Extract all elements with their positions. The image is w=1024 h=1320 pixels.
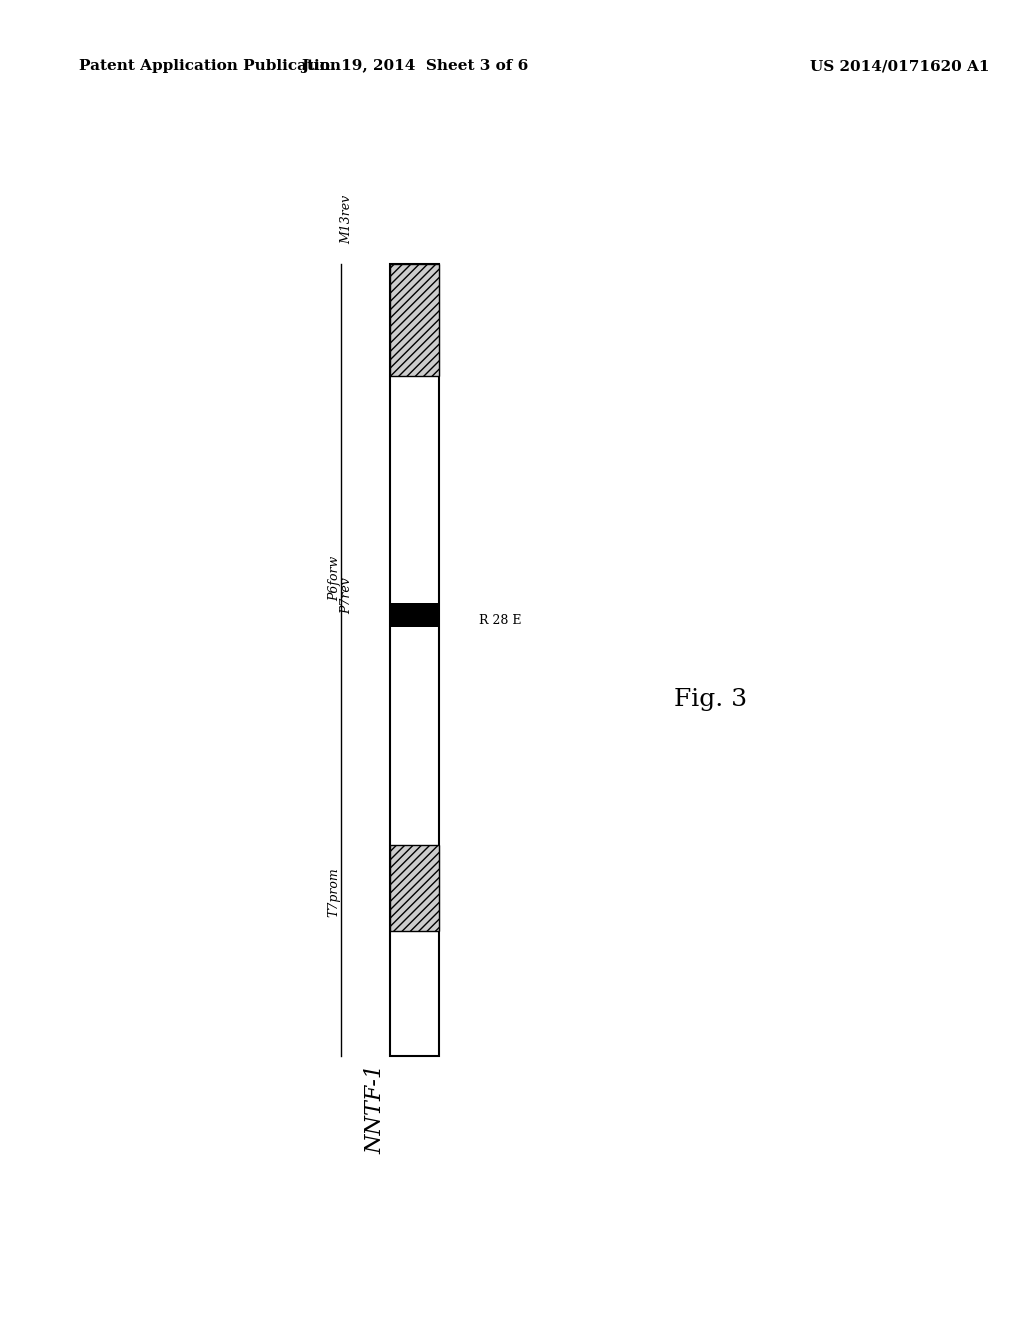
Text: Fig. 3: Fig. 3 <box>675 688 748 711</box>
Text: US 2014/0171620 A1: US 2014/0171620 A1 <box>810 59 989 74</box>
Text: Patent Application Publication: Patent Application Publication <box>79 59 341 74</box>
Bar <box>390 603 439 627</box>
Text: NNTF-1: NNTF-1 <box>365 1064 386 1154</box>
FancyBboxPatch shape <box>390 264 439 1056</box>
Bar <box>390 845 439 931</box>
Text: P7rev: P7rev <box>341 577 353 614</box>
Bar <box>390 264 439 376</box>
Text: P6forw: P6forw <box>328 556 341 601</box>
Text: T7prom: T7prom <box>328 867 341 917</box>
Text: M13rev: M13rev <box>341 195 353 244</box>
Text: R 28 E: R 28 E <box>479 614 521 627</box>
Text: Jun. 19, 2014  Sheet 3 of 6: Jun. 19, 2014 Sheet 3 of 6 <box>301 59 528 74</box>
